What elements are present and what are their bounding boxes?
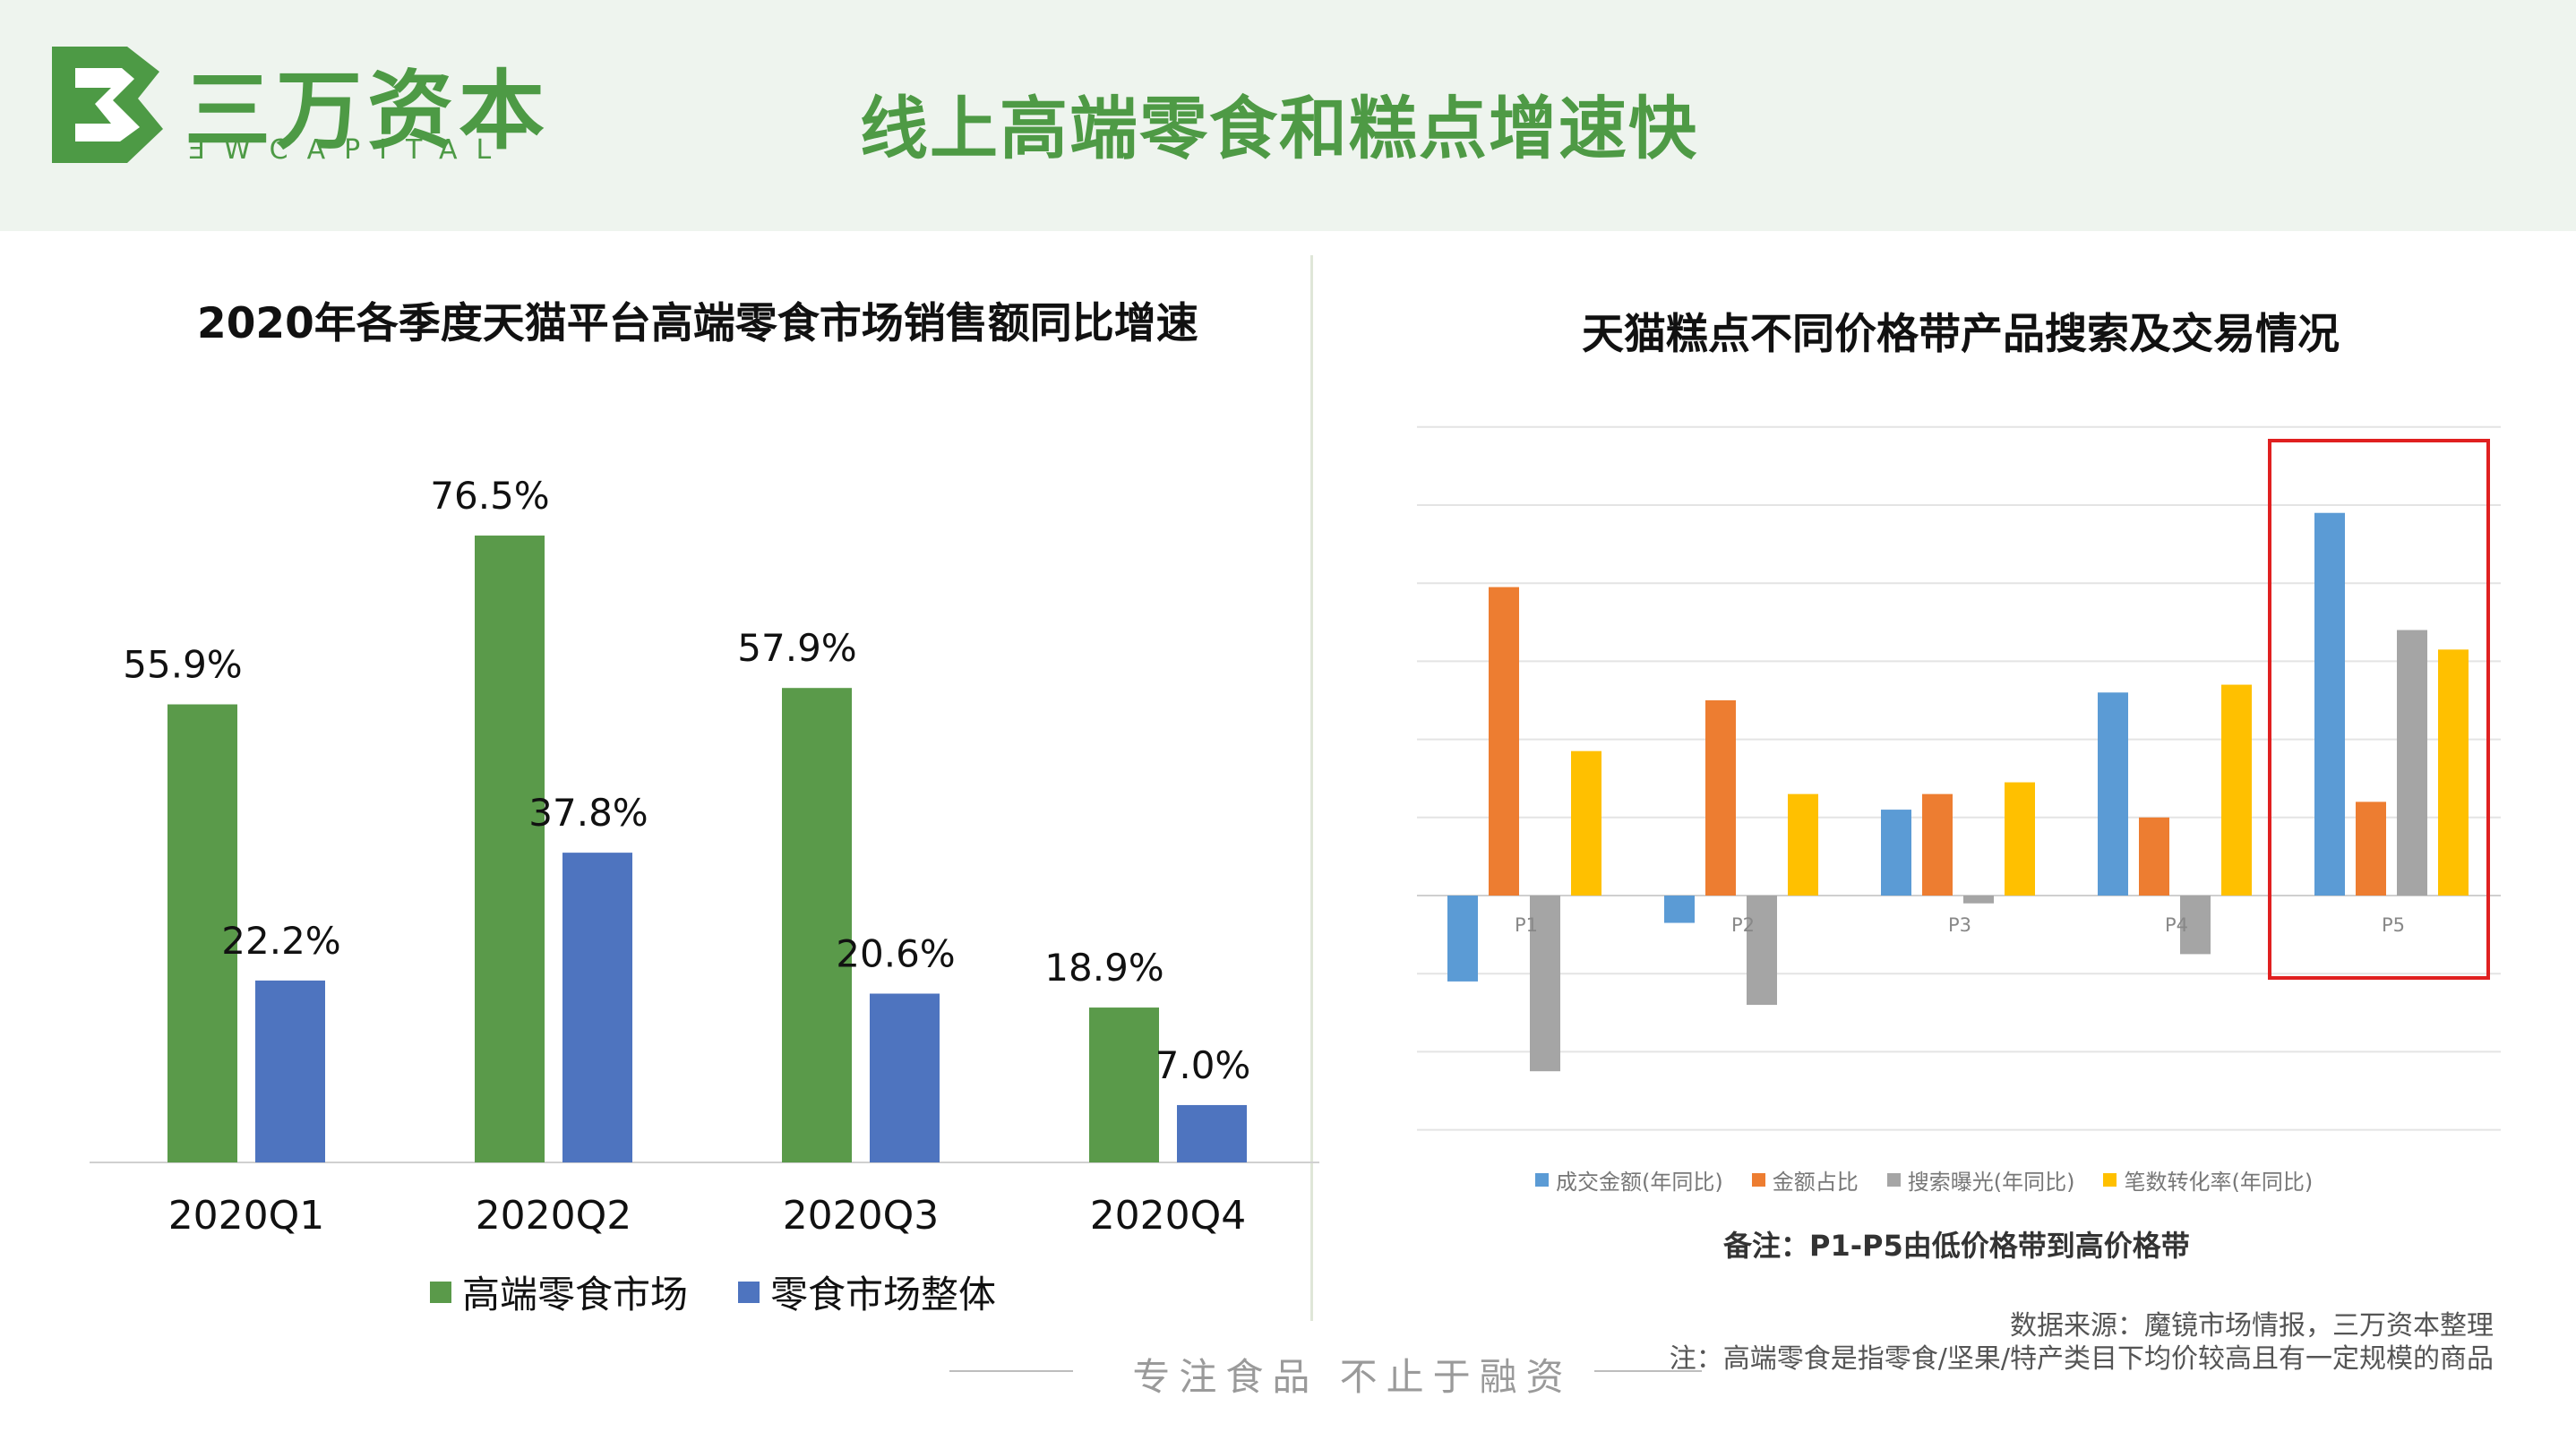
logo-subtext: ƎWCAPITAL <box>188 134 511 166</box>
right-chart-title: 天猫糕点不同价格带产品搜索及交易情况 <box>1582 310 2340 359</box>
bar <box>1447 896 1478 982</box>
logo-icon <box>52 47 163 163</box>
legend-swatch-blue <box>1535 1173 1549 1187</box>
data-source: 数据来源：魔镜市场情报，三万资本整理 <box>2010 1310 2494 1342</box>
x-tick-label: P2 <box>1731 914 1755 936</box>
legend-swatch-gray <box>1886 1173 1901 1187</box>
bar <box>2221 684 2252 896</box>
data-label: 37.8% <box>528 791 648 835</box>
legend-label: 零食市场整体 <box>770 1273 997 1316</box>
x-tick-label: 2020Q3 <box>783 1193 940 1239</box>
left-chart-title: 2020年各季度天猫平台高端零食市场销售额同比增速 <box>197 299 1198 348</box>
slogan-line-left <box>949 1370 1073 1372</box>
x-tick-label: 2020Q1 <box>168 1193 325 1239</box>
bar <box>2438 649 2469 896</box>
bar <box>1881 810 1911 896</box>
legend-label: 笔数转化率(年同比) <box>2124 1170 2314 1195</box>
bar <box>1705 700 1736 896</box>
bar <box>167 704 237 1162</box>
legend-label: 金额占比 <box>1772 1170 1859 1195</box>
bar <box>255 980 325 1162</box>
legend-swatch-green <box>430 1281 451 1303</box>
bar <box>2180 896 2211 955</box>
panel-divider <box>1310 255 1313 1321</box>
legend-label: 搜索曝光(年同比) <box>1907 1170 2075 1195</box>
legend-item-search: 搜索曝光(年同比) <box>1886 1164 2075 1196</box>
x-tick-label: 2020Q4 <box>1090 1193 1247 1239</box>
bar <box>1489 587 1519 896</box>
bar <box>1530 896 1560 1072</box>
bar <box>2314 512 2345 896</box>
bar <box>2005 782 2035 896</box>
x-tick-label: P4 <box>2165 914 2188 936</box>
legend-item-gmv: 成交金额(年同比) <box>1535 1164 1723 1196</box>
bar <box>1571 750 1601 896</box>
right-chart-legend: 成交金额(年同比) 金额占比 搜索曝光(年同比) 笔数转化率(年同比) <box>1535 1164 2341 1196</box>
x-tick-label: P1 <box>1515 914 1538 936</box>
bar <box>1963 896 1994 904</box>
page-title: 线上高端零食和糕点增速快 <box>860 89 1698 168</box>
data-label: 55.9% <box>123 643 242 687</box>
highlight-box <box>2268 439 2490 980</box>
bar <box>2098 692 2128 896</box>
legend-item-conversion: 笔数转化率(年同比) <box>2103 1164 2313 1196</box>
logo-text: 三万资本 <box>185 61 550 161</box>
bar <box>2356 802 2386 896</box>
bar <box>870 993 940 1162</box>
footnote: 注：高端零食是指零食/坚果/特产类目下均价较高且有一定规模的商品 <box>1669 1343 2494 1375</box>
data-label: 22.2% <box>221 919 340 963</box>
bar <box>1089 1007 1159 1162</box>
legend-item-premium: 高端零食市场 <box>430 1265 688 1319</box>
data-label: 18.9% <box>1044 946 1163 990</box>
data-label: 7.0% <box>1155 1043 1251 1087</box>
bar <box>1664 896 1695 923</box>
slogan-line-right <box>1594 1370 1702 1372</box>
bar <box>782 688 852 1162</box>
data-label: 57.9% <box>737 626 856 670</box>
legend-swatch-yellow <box>2103 1173 2117 1187</box>
chart-note: 备注：P1-P5由低价格带到高价格带 <box>1723 1229 2190 1263</box>
header-band: 三万资本 ƎWCAPITAL 线上高端零食和糕点增速快 <box>0 0 2576 231</box>
left-chart-legend: 高端零食市场 零食市场整体 <box>430 1265 1046 1319</box>
legend-swatch-orange <box>1751 1173 1765 1187</box>
bar <box>475 536 545 1162</box>
legend-label: 成交金额(年同比) <box>1556 1170 1723 1195</box>
legend-item-overall: 零食市场整体 <box>738 1265 996 1319</box>
x-tick-label: P3 <box>1948 914 1971 936</box>
data-label: 76.5% <box>430 474 549 518</box>
slogan: 专注食品 不止于融资 <box>1132 1355 1573 1399</box>
data-label: 20.6% <box>836 932 955 976</box>
bar <box>2139 817 2169 896</box>
legend-swatch-blue <box>738 1281 760 1303</box>
x-tick-label: P5 <box>2382 914 2405 936</box>
bar <box>1788 793 1818 896</box>
bar <box>1177 1104 1247 1162</box>
bar <box>1922 793 1953 896</box>
bar <box>1747 896 1777 1006</box>
bar <box>2397 630 2427 896</box>
x-tick-label: 2020Q2 <box>476 1193 632 1239</box>
legend-item-share: 金额占比 <box>1751 1164 1859 1196</box>
bar <box>562 853 632 1162</box>
legend-label: 高端零食市场 <box>462 1273 689 1316</box>
